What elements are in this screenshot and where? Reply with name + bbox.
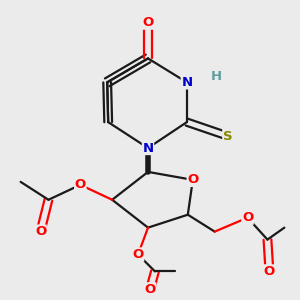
Text: O: O — [242, 211, 253, 224]
Text: O: O — [132, 248, 144, 261]
Text: H: H — [211, 70, 222, 83]
Text: O: O — [144, 283, 156, 296]
Text: N: N — [142, 142, 154, 154]
Text: O: O — [187, 173, 198, 186]
Text: O: O — [264, 265, 275, 278]
Text: O: O — [142, 16, 154, 29]
Text: O: O — [75, 178, 86, 191]
Text: O: O — [35, 225, 46, 238]
Text: S: S — [223, 130, 232, 142]
Text: N: N — [181, 76, 192, 89]
